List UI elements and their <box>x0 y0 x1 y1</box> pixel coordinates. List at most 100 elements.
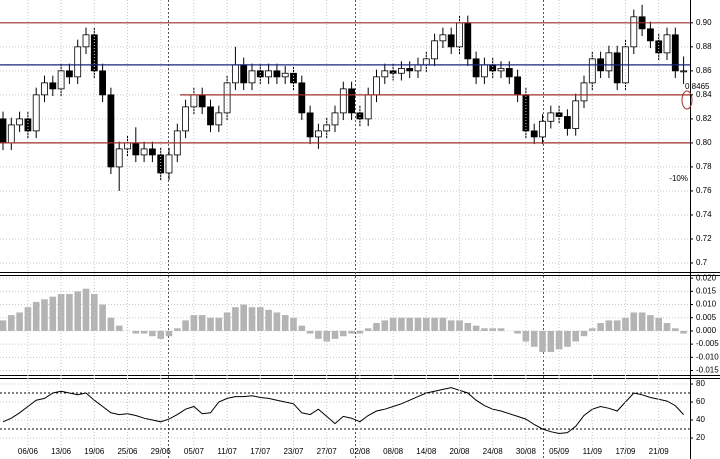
candle-body <box>630 16 638 48</box>
histogram-bar <box>597 323 604 331</box>
candle-body <box>281 72 289 78</box>
histogram-bar <box>456 320 463 331</box>
y-tick-label: 40 <box>696 415 705 424</box>
y-tick-label: -0.010 <box>696 352 719 361</box>
x-tick-label: 24/08 <box>483 447 504 456</box>
histogram-bar <box>414 317 422 331</box>
candle-body <box>431 40 439 60</box>
candle-body <box>339 88 347 114</box>
candle-body <box>248 70 256 84</box>
candle-body <box>99 70 106 96</box>
histogram-bar <box>107 317 115 331</box>
candle-body <box>74 46 82 78</box>
x-tick-label: 20/08 <box>449 447 470 456</box>
candle-body <box>323 124 331 132</box>
candle-body <box>497 68 505 72</box>
histogram-bar <box>638 312 646 331</box>
candle-body <box>41 82 48 96</box>
y-tick-label: 0.82 <box>696 114 712 123</box>
candle-body <box>397 68 405 74</box>
histogram-bar <box>680 330 687 334</box>
y-tick-label: 0.005 <box>696 313 717 322</box>
histogram-bar <box>132 330 140 334</box>
histogram-bar <box>589 328 596 331</box>
candle-body <box>530 130 538 138</box>
candle-body <box>306 112 314 138</box>
x-tick-label: 25/06 <box>117 447 138 456</box>
histogram-bar <box>331 330 339 339</box>
candle-body <box>655 40 663 54</box>
histogram-bar <box>41 299 48 331</box>
candle-body <box>0 118 7 144</box>
x-tick-label: 11/07 <box>217 447 237 456</box>
annotation: 0.8465 <box>685 82 710 91</box>
histogram-bar <box>207 317 214 331</box>
y-tick-label: 0.76 <box>696 186 712 195</box>
y-tick-label: 0.86 <box>696 66 712 75</box>
candle-body <box>82 34 90 48</box>
candle-body <box>298 82 306 114</box>
y-tick-label: 0.74 <box>696 210 712 219</box>
annotation: -10% <box>669 174 688 183</box>
candle-body <box>32 94 40 132</box>
candle-body <box>115 148 123 168</box>
x-tick-label: 27/07 <box>317 447 338 456</box>
candle-body <box>522 94 530 132</box>
y-tick-label: 80 <box>696 379 705 388</box>
oscillator-line <box>2 387 684 435</box>
y-tick-label: 0.72 <box>696 234 712 243</box>
x-tick-label: 14/08 <box>416 447 437 456</box>
histogram-bar <box>481 328 488 331</box>
candle-body <box>314 130 322 138</box>
y-tick-label: 0.000 <box>696 326 717 335</box>
x-tick-label: 29/06 <box>151 447 172 456</box>
histogram-bar <box>0 320 7 331</box>
x-tick-label: 19/06 <box>84 447 105 456</box>
histogram-bar <box>348 330 355 334</box>
histogram-bar <box>32 301 40 331</box>
histogram-bar <box>99 304 106 331</box>
x-tick-label: 13/06 <box>51 447 72 456</box>
x-tick-label: 06/06 <box>18 447 39 456</box>
histogram-bar <box>613 320 621 331</box>
candle-body <box>364 94 372 120</box>
histogram-bar <box>539 330 546 353</box>
histogram-bar <box>356 330 364 334</box>
y-tick-label: -0.005 <box>696 339 719 348</box>
candle-body <box>671 34 679 72</box>
candle-body <box>547 112 555 122</box>
y-tick-label: 0.020 <box>696 273 717 282</box>
candle-body <box>680 70 687 73</box>
histogram-bar <box>306 330 314 334</box>
histogram-bar <box>190 315 198 331</box>
histogram-bar <box>530 330 538 347</box>
x-tick-label: 08/08 <box>383 447 404 456</box>
candle-body <box>331 112 339 126</box>
histogram-bar <box>273 312 281 331</box>
histogram-bar <box>174 328 181 331</box>
x-tick-label: 21/09 <box>649 447 670 456</box>
histogram-bar <box>663 323 671 331</box>
candle-body <box>57 70 65 90</box>
histogram-bar <box>240 304 247 331</box>
histogram-bar <box>406 317 413 331</box>
histogram-bar <box>489 328 496 331</box>
histogram-bar <box>165 330 173 337</box>
candle-body <box>256 70 264 78</box>
x-tick-label: 11/09 <box>583 447 603 456</box>
histogram-bar <box>16 312 23 331</box>
histogram-bar <box>298 325 306 331</box>
candle-body <box>348 88 356 114</box>
y-tick-label: 0.015 <box>696 286 717 295</box>
candle-body <box>414 64 422 72</box>
candle-body <box>223 82 231 114</box>
histogram-bar <box>572 330 579 342</box>
histogram-bar <box>647 315 654 331</box>
histogram-bar <box>281 315 289 331</box>
candle-body <box>90 34 98 72</box>
candle-body <box>464 22 472 60</box>
histogram-bar <box>149 330 156 337</box>
histogram-bar <box>257 307 264 331</box>
histogram-bar <box>232 307 239 331</box>
